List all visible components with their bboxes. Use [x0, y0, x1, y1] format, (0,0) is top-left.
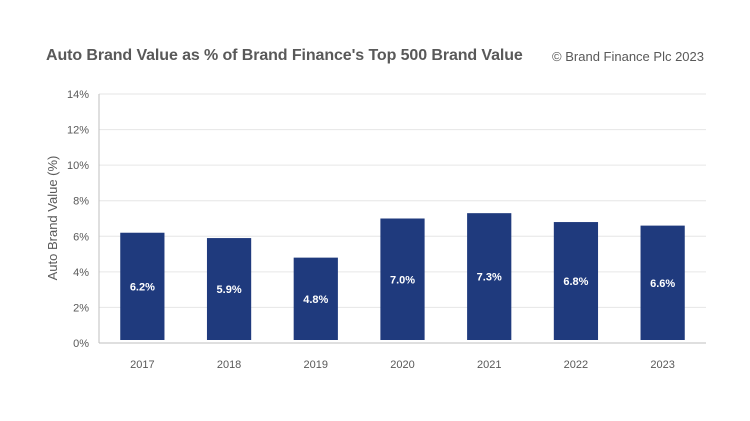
- data-label-2022: 6.8%: [563, 276, 588, 288]
- x-tick-label-2023: 2023: [650, 359, 674, 371]
- y-tick-label-5: 10%: [67, 160, 89, 172]
- data-label-2020: 7.0%: [390, 274, 415, 286]
- data-label-2018: 5.9%: [217, 284, 242, 296]
- x-tick-label-2018: 2018: [217, 359, 241, 371]
- bar-2017: [120, 232, 165, 340]
- y-tick-label-0: 0%: [73, 338, 89, 350]
- y-tick-label-7: 14%: [67, 89, 89, 101]
- bar-2018: [206, 238, 252, 340]
- x-tick-label-2017: 2017: [130, 359, 154, 371]
- y-axis-title: Auto Brand Value (%): [45, 156, 60, 281]
- data-label-2019: 4.8%: [303, 294, 328, 306]
- x-tick-label-2019: 2019: [304, 359, 328, 371]
- x-tick-label-2022: 2022: [564, 359, 588, 371]
- chart-title: Auto Brand Value as % of Brand Finance's…: [46, 47, 523, 64]
- data-label-2021: 7.3%: [477, 272, 502, 284]
- y-tick-label-2: 4%: [73, 267, 89, 279]
- x-tick-label-2020: 2020: [390, 359, 414, 371]
- bar-2020: [380, 218, 425, 340]
- copyright-credit: © Brand Finance Plc 2023: [552, 49, 704, 64]
- bar-2021: [467, 213, 512, 340]
- data-label-2023: 6.6%: [650, 278, 675, 290]
- y-tick-label-1: 2%: [73, 302, 89, 314]
- bar-2022: [553, 222, 599, 340]
- x-tick-label-2021: 2021: [477, 359, 501, 371]
- y-tick-label-3: 6%: [73, 231, 89, 243]
- bar-2023: [640, 225, 685, 340]
- bar-2019: [293, 257, 338, 340]
- y-tick-label-6: 12%: [67, 125, 89, 137]
- y-tick-label-4: 8%: [73, 196, 89, 208]
- data-label-2017: 6.2%: [130, 281, 155, 293]
